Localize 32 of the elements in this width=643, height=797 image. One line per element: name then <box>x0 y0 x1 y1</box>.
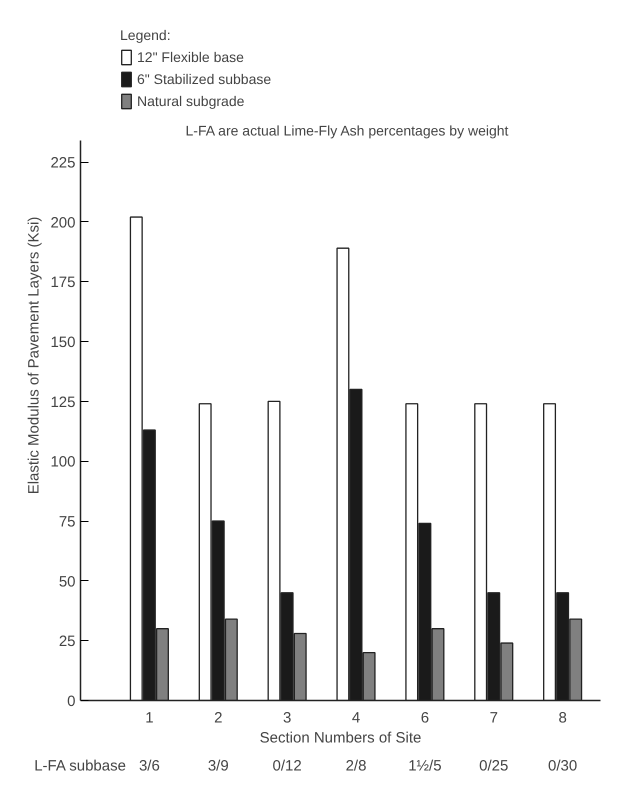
y-tick-label: 125 <box>50 394 76 411</box>
x-tick-label: 6 <box>420 710 430 726</box>
text: 0/12 <box>272 758 302 774</box>
legend-title: Legend: <box>120 27 172 43</box>
text: L-FA are actual Lime-Fly Ash percentages by weight <box>186 122 509 138</box>
y-axis-title: Elastic Modulus of Pavement Layers (Ksi) <box>25 216 42 494</box>
legend-label: 12" Flexible base <box>137 48 244 66</box>
x-tick-label: 4 <box>352 710 360 726</box>
x-tick-label: 3 <box>282 710 292 726</box>
text: 0/30 <box>548 758 578 774</box>
x-tick-label: 2 <box>214 710 222 726</box>
y-tick-label: 50 <box>58 573 76 590</box>
x-tick-label: 7 <box>490 710 498 726</box>
legend-label: 6" Stabilized subbase <box>137 70 272 88</box>
text: 1½/5 <box>408 758 442 774</box>
legend-label: Natural subgrade <box>137 92 244 110</box>
text: 3/9 <box>208 758 229 774</box>
x-axis-title: Section Numbers of Site <box>260 730 422 746</box>
text: 2/8 <box>346 758 366 774</box>
y-tick-label: 175 <box>50 274 76 292</box>
y-tick-label: 100 <box>50 454 76 471</box>
text: L-FA subbase <box>34 758 126 774</box>
y-tick-label: 75 <box>58 514 76 531</box>
text: 3/6 <box>138 758 160 774</box>
text: 0/25 <box>479 758 508 774</box>
y-tick-label: 0 <box>67 693 76 710</box>
y-tick-label: 200 <box>50 214 76 232</box>
y-tick-label: 225 <box>50 154 76 172</box>
y-tick-label: 150 <box>50 334 76 352</box>
y-tick-label: 25 <box>58 633 76 650</box>
x-tick-label: 8 <box>558 710 567 726</box>
x-tick-label: 1 <box>145 710 154 726</box>
